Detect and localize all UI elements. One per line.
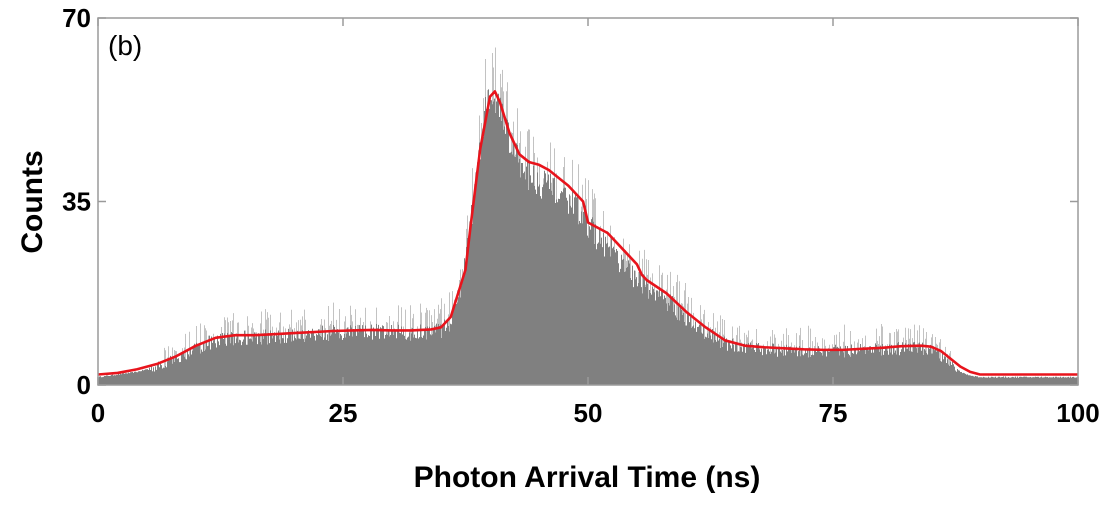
x-tick-label: 50: [574, 398, 603, 428]
plot-area: [97, 47, 1078, 385]
x-tick-label: 0: [91, 398, 105, 428]
panel-label: (b): [108, 30, 142, 61]
y-axis-title: Counts: [16, 150, 49, 253]
x-tick-label: 75: [819, 398, 848, 428]
x-tick-label: 25: [329, 398, 358, 428]
histogram-bars: [98, 89, 1078, 385]
x-tick-label: 100: [1056, 398, 1099, 428]
axis-ticks: 0 25 50 75 100 0 35 70: [62, 3, 1100, 428]
y-tick-label: 35: [62, 187, 91, 217]
y-tick-label: 0: [77, 370, 91, 400]
x-axis-title: Photon Arrival Time (ns): [414, 461, 761, 494]
y-tick-label: 70: [62, 3, 91, 33]
fit-line: [97, 90, 1078, 376]
